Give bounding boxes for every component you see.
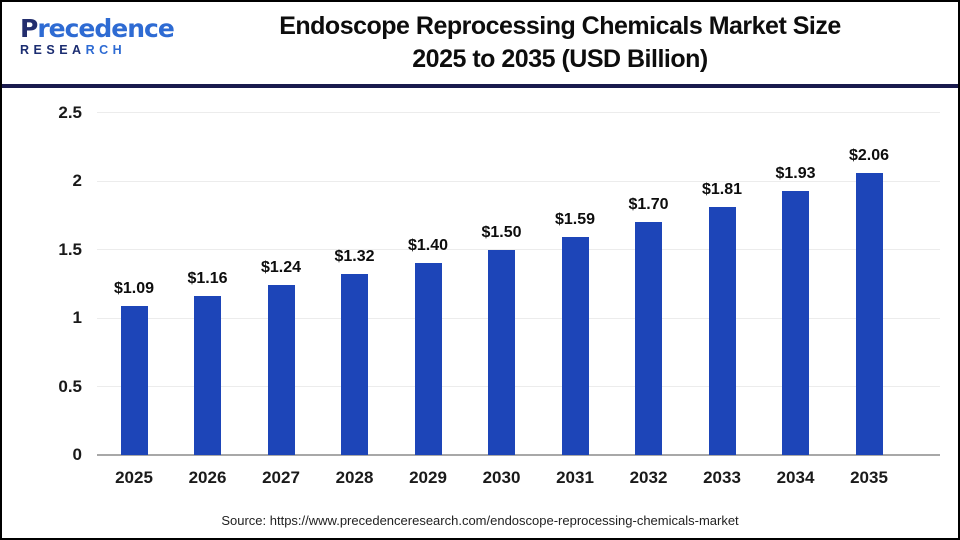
bar-value-label: $1.16 [187, 270, 228, 288]
x-axis-tick-label: 2031 [556, 468, 594, 487]
x-axis-tick-label: 2026 [188, 468, 227, 487]
y-axis-tick-label: 0 [72, 445, 82, 464]
bar-2032 [635, 222, 662, 455]
x-axis-tick-label: 2032 [629, 468, 668, 487]
bar-value-label: $1.93 [775, 164, 816, 182]
bar-value-label: $1.32 [334, 248, 375, 266]
y-axis-tick-label: 2 [72, 171, 82, 190]
bar-value-label: $1.50 [481, 223, 522, 241]
bar-value-label: $1.81 [701, 181, 743, 199]
gridline [97, 386, 940, 387]
chart-title-line2: 2025 to 2035 (USD Billion) [412, 45, 708, 73]
bar-2025 [120, 305, 148, 455]
logo-leaf-p-icon: P [20, 14, 38, 43]
x-axis-tick-label: 2034 [776, 468, 815, 487]
y-axis-tick-label: 1.5 [58, 239, 82, 259]
logo-wordmark: Precedence [20, 14, 175, 43]
bar-2031 [561, 237, 589, 455]
bar-2034 [782, 190, 809, 455]
x-axis-tick-label: 2030 [482, 468, 521, 487]
bar-2029 [414, 263, 442, 455]
gridline [97, 317, 940, 319]
header-divider-line [2, 84, 958, 88]
bar-value-label: $1.70 [628, 196, 669, 214]
y-axis-tick-label: 0.5 [58, 376, 82, 396]
x-axis-tick-label: 2025 [115, 468, 153, 487]
bar-value-label: $1.40 [407, 237, 449, 255]
x-axis-tick-label: 2035 [850, 468, 888, 487]
x-axis-tick-label: 2027 [262, 468, 300, 487]
logo-subtitle: RESEARCH [20, 43, 127, 57]
bar-value-label: $1.24 [260, 259, 302, 277]
header: Precedence RESEARCH Endoscope Reprocessi… [2, 2, 958, 84]
x-axis-line [97, 454, 940, 456]
bar-2033 [708, 207, 736, 455]
x-axis-tick-label: 2033 [703, 468, 741, 487]
bar-2026 [194, 296, 221, 455]
gridline [97, 249, 940, 250]
bar-2030 [488, 249, 515, 455]
bar-value-label: $2.06 [848, 146, 890, 164]
y-axis-tick-label: 2.5 [58, 102, 82, 122]
bar-value-label: $1.09 [113, 279, 155, 297]
bar-2028 [341, 274, 368, 455]
chart-title-line1: Endoscope Reprocessing Chemicals Market … [279, 12, 841, 40]
source-citation: Source: https://www.precedenceresearch.c… [221, 513, 739, 528]
gridline [97, 112, 940, 113]
bar-2027 [267, 285, 295, 455]
bar-value-label: $1.59 [554, 211, 596, 229]
chart-title: Endoscope Reprocessing Chemicals Market … [182, 10, 938, 76]
gridline [97, 180, 940, 182]
x-axis-tick-label: 2028 [335, 468, 374, 487]
x-axis-tick-label: 2029 [409, 468, 447, 487]
precedence-research-logo: Precedence RESEARCH [20, 14, 175, 57]
y-axis-tick-label: 1 [72, 308, 82, 327]
bar-2035 [855, 172, 883, 455]
